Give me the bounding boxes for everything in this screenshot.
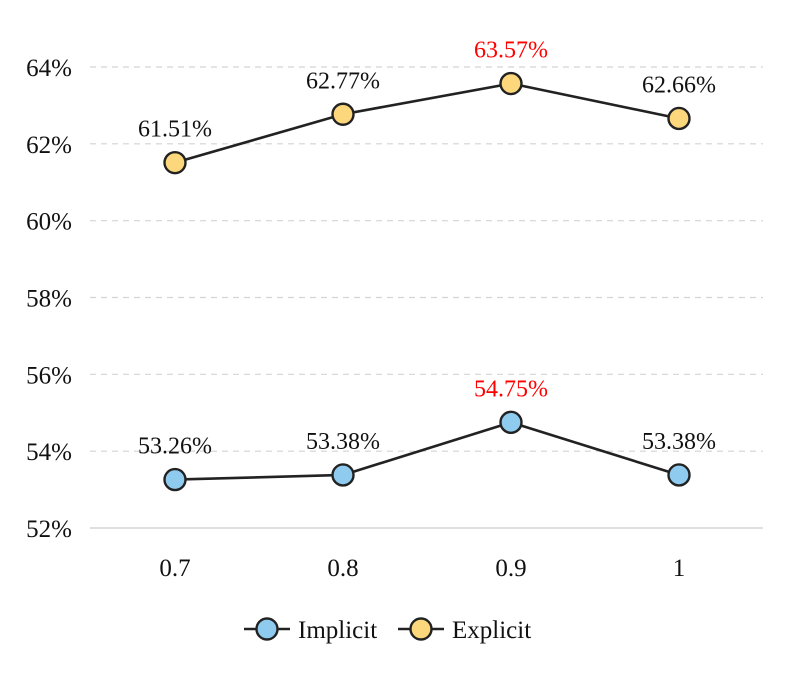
y-axis: 52% 54% 56% 58% 60% 62% 64% (26, 55, 72, 543)
data-label: 61.51% (138, 117, 212, 143)
data-point (667, 463, 691, 487)
y-tick-label: 60% (26, 209, 72, 236)
y-tick-label: 64% (26, 55, 72, 82)
y-tick-label: 58% (26, 286, 72, 313)
data-label: 54.75% (474, 376, 548, 402)
data-point (331, 463, 355, 487)
legend-item-explicit: Explicit (398, 617, 531, 644)
y-tick-label: 54% (26, 439, 72, 466)
data-label: 53.38% (642, 429, 716, 455)
data-point (163, 150, 187, 175)
series-line (174, 421, 680, 481)
legend-item-implicit: Implicit (244, 617, 377, 644)
data-label: 53.38% (306, 429, 380, 455)
data-label: 62.66% (642, 72, 716, 98)
y-tick-label: 52% (26, 516, 72, 543)
x-tick-label: 1 (673, 555, 686, 582)
data-point (331, 102, 355, 126)
series: 53.26% 53.38% 54.75% 53.38% 61.51% 62.77% 63.5… (138, 38, 716, 492)
data-label: 53.26% (138, 434, 212, 460)
data-label: 62.77% (306, 68, 380, 94)
y-tick-label: 56% (26, 362, 72, 389)
legend: Implicit Explicit (244, 617, 531, 644)
series-explicit: 61.51% 62.77% 63.57% 62.66% (138, 38, 716, 175)
data-point (499, 410, 523, 435)
legend-label: Implicit (298, 617, 377, 644)
gridlines (90, 66, 763, 529)
x-tick-label: 0.7 (159, 555, 190, 582)
x-tick-label: 0.9 (495, 555, 526, 582)
series-implicit: 53.26% 53.38% 54.75% 53.38% (138, 376, 716, 492)
data-label: 63.57% (474, 38, 548, 64)
legend-marker (409, 617, 433, 641)
x-tick-label: 0.8 (327, 555, 358, 582)
legend-marker (255, 617, 279, 641)
y-tick-label: 62% (26, 132, 72, 159)
series-line (174, 82, 680, 164)
data-point (667, 106, 691, 131)
data-point (499, 71, 523, 96)
x-axis: 0.7 0.8 0.9 1 (159, 555, 685, 582)
data-point (163, 467, 187, 492)
legend-label: Explicit (452, 617, 531, 644)
